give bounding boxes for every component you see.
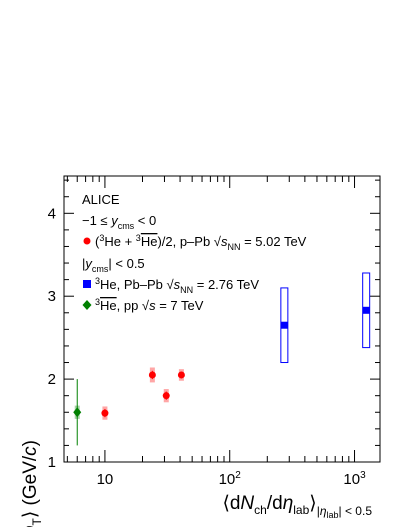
axes: 10 102 103 1 2 3 4: [48, 176, 380, 488]
data-point-circle: [162, 389, 170, 403]
point-marker: [148, 371, 156, 379]
y-tick-label: 2: [48, 371, 56, 388]
legend-entry-pbpb: 3He, Pb–Pb √sNN = 2.76 TeV: [95, 276, 259, 295]
y-tick-label: 4: [48, 205, 56, 222]
y-axis-title: ⟨pT⟩ (GeV/c): [20, 440, 44, 527]
x-tick-label: 102: [219, 470, 242, 488]
data-point-diamond: [73, 379, 82, 446]
data-point-circle: [177, 369, 185, 381]
legend-group-2: |ycms| < 0.5: [82, 256, 145, 274]
data-points: [73, 272, 371, 446]
point-marker: [280, 321, 288, 329]
y-tick-label: 3: [48, 288, 56, 305]
legend-marker-square: [83, 280, 91, 288]
data-point-circle: [101, 406, 109, 420]
legend-marker-diamond: [82, 300, 92, 310]
y-tick-label: 1: [48, 454, 56, 471]
legend: ALICE −1 ≤ ycms < 0 (3He + 3He)/2, p–Pb …: [82, 192, 307, 313]
data-point-square: [362, 272, 371, 349]
legend-entry-pp: 3He, pp √s = 7 TeV: [95, 297, 204, 313]
point-marker: [162, 392, 170, 400]
legend-marker-circle: [83, 237, 91, 245]
data-point-square: [280, 287, 289, 364]
x-tick-label: 10: [97, 471, 114, 488]
plot-frame: [63, 175, 381, 463]
point-marker: [177, 371, 185, 379]
legend-header: ALICE: [82, 192, 120, 207]
legend-group-1: −1 ≤ ycms < 0: [82, 213, 156, 231]
point-marker: [73, 407, 82, 418]
point-marker: [101, 409, 109, 417]
data-point-circle: [148, 367, 156, 383]
x-axis-title: ⟨dNch/dηlab⟩|ηlab| < 0.5: [222, 493, 372, 520]
point-marker: [362, 306, 370, 314]
legend-entry-ppb: (3He + 3He)/2, p–Pb √sNN = 5.02 TeV: [95, 233, 307, 252]
x-tick-label: 103: [343, 470, 366, 488]
